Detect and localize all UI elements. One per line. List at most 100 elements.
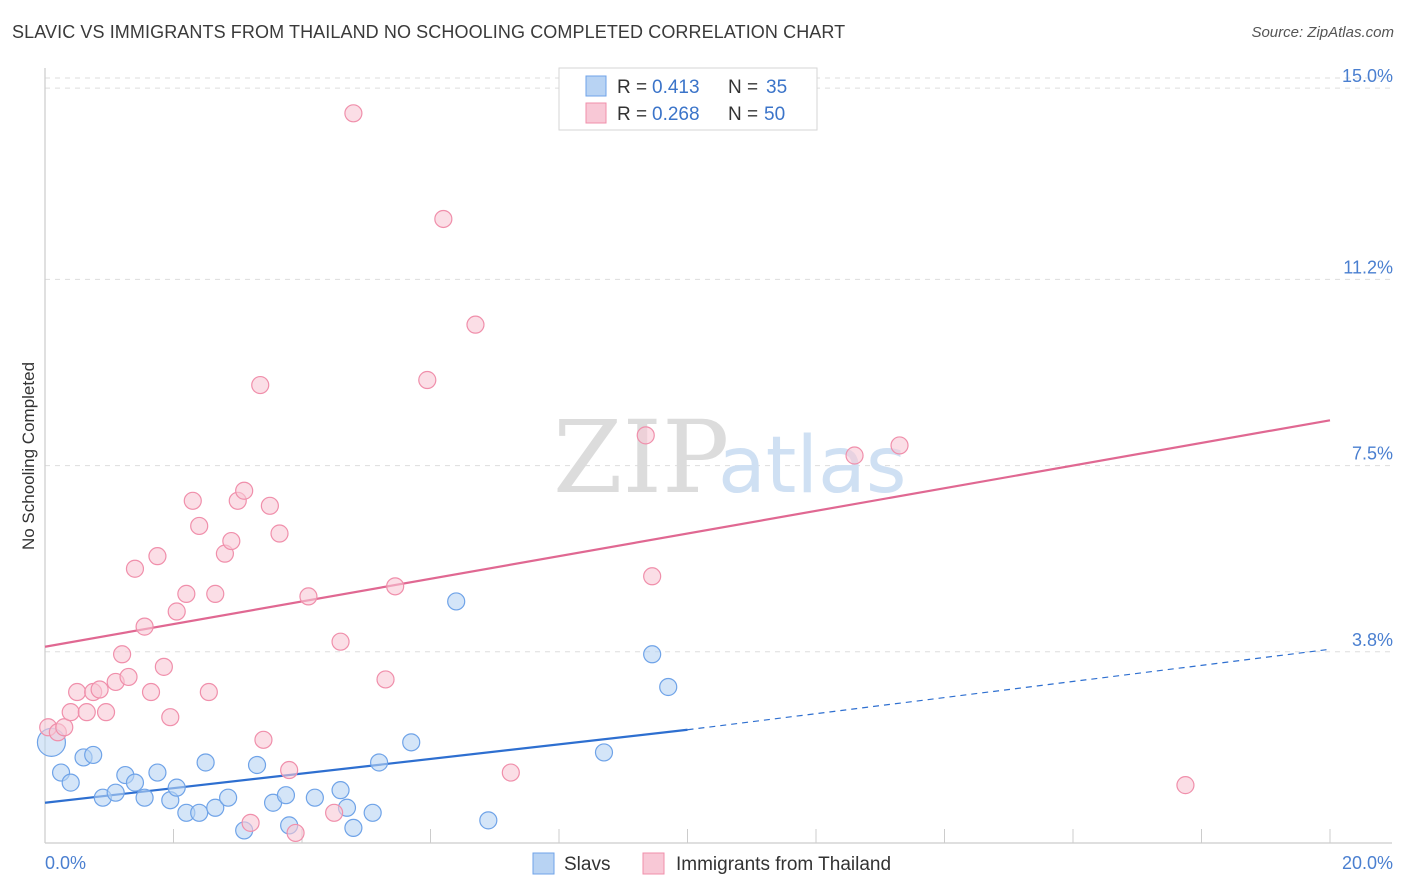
- point-thailand-37: [331, 632, 350, 651]
- point-thailand-42: [434, 209, 453, 229]
- chart-title: SLAVIC VS IMMIGRANTS FROM THAILAND NO SC…: [12, 22, 846, 42]
- point-thailand-15: [148, 547, 167, 566]
- y-axis-label: No Schooling Completed: [19, 362, 38, 550]
- point-slavs-15: [196, 753, 215, 772]
- point-thailand-45: [636, 426, 655, 445]
- point-slavs-24: [331, 781, 350, 800]
- legend-n-value-slavs: 35: [766, 77, 787, 98]
- point-slavs-16: [206, 798, 225, 817]
- point-thailand-8: [96, 703, 116, 722]
- point-slavs-17: [219, 788, 238, 807]
- point-thailand-38: [344, 104, 363, 123]
- trend-line-1: [44, 419, 1331, 648]
- point-thailand-36: [325, 803, 344, 822]
- grid-layer: [45, 77, 1392, 653]
- legend-bottom-label-slavs: Slavs: [564, 854, 610, 875]
- point-slavs-33: [643, 645, 662, 664]
- point-slavs-9: [135, 788, 154, 807]
- point-slavs-32: [594, 743, 614, 762]
- point-slavs-34: [659, 677, 678, 697]
- watermark-atlas: atlas: [718, 421, 907, 511]
- watermark-zip: ZIP: [553, 399, 729, 516]
- point-slavs-31: [479, 811, 498, 830]
- trend-line-extension-0: [687, 648, 1331, 731]
- point-thailand-7: [90, 680, 109, 699]
- point-thailand-35: [299, 587, 318, 606]
- point-thailand-23: [206, 584, 225, 603]
- point-thailand-47: [845, 446, 864, 465]
- legend-swatch-slavs: [585, 75, 607, 97]
- point-slavs-4: [84, 745, 103, 765]
- point-slavs-6: [106, 783, 125, 802]
- legend-bottom: Slavs Immigrants from Thailand: [532, 852, 891, 875]
- point-thailand-32: [270, 524, 289, 543]
- point-thailand-28: [241, 813, 260, 832]
- point-slavs-2: [61, 773, 80, 792]
- point-slavs-10: [148, 763, 167, 782]
- point-thailand-29: [251, 375, 270, 395]
- point-thailand-46: [643, 567, 662, 586]
- point-slavs-14: [190, 803, 209, 822]
- point-thailand-39: [376, 670, 395, 689]
- point-thailand-40: [386, 577, 405, 596]
- point-thailand-44: [501, 763, 520, 782]
- legend-bottom-swatch-thailand: [642, 852, 665, 875]
- point-slavs-26: [344, 818, 363, 838]
- point-slavs-21: [276, 786, 296, 805]
- point-slavs-29: [402, 733, 421, 752]
- point-thailand-19: [177, 584, 196, 603]
- legend-r-value-thailand: 0.268: [652, 104, 700, 125]
- point-thailand-12: [125, 559, 145, 578]
- legend-n-label-slavs: N =: [728, 77, 758, 98]
- legend-r-value-slavs: 0.413: [652, 77, 700, 98]
- x-tick-label-max: 20.0%: [1342, 853, 1393, 873]
- point-thailand-5: [77, 703, 96, 722]
- point-slavs-8: [125, 773, 145, 792]
- point-thailand-43: [466, 315, 485, 334]
- point-thailand-17: [161, 708, 180, 727]
- point-thailand-11: [119, 667, 138, 687]
- legend-top: R = 0.413 N = 35 R = 0.268 N = 50: [558, 67, 818, 131]
- point-thailand-21: [190, 516, 209, 536]
- y-tick-labels: 3.8% 7.5% 11.2% 15.0%: [1342, 66, 1393, 650]
- y-tick-label-0: 3.8%: [1352, 630, 1393, 650]
- legend-n-value-thailand: 50: [764, 104, 785, 125]
- point-thailand-3: [61, 703, 80, 722]
- point-thailand-48: [890, 436, 909, 455]
- legend-r-label-thailand: R =: [617, 104, 647, 125]
- point-slavs-12: [167, 778, 186, 797]
- point-thailand-18: [167, 602, 186, 621]
- point-thailand-22: [199, 682, 218, 702]
- legend-bottom-swatch-slavs: [532, 852, 555, 875]
- watermark: ZIP atlas: [553, 399, 907, 516]
- point-slavs-19: [247, 755, 267, 775]
- point-thailand-13: [135, 617, 154, 636]
- trend-line-0: [44, 728, 688, 804]
- x-tick-label-min: 0.0%: [45, 853, 86, 873]
- trend-lines: [44, 419, 1331, 804]
- point-thailand-31: [260, 496, 279, 515]
- point-slavs-30: [447, 592, 466, 611]
- point-thailand-27: [235, 481, 254, 500]
- y-tick-label-2: 11.2%: [1343, 257, 1393, 277]
- point-thailand-49: [1176, 776, 1195, 795]
- point-thailand-41: [418, 370, 437, 390]
- x-tick-labels: 0.0% 20.0%: [45, 853, 1393, 873]
- point-thailand-2: [55, 718, 74, 737]
- point-thailand-16: [154, 657, 173, 676]
- point-thailand-20: [183, 491, 202, 510]
- point-slavs-27: [363, 803, 382, 822]
- legend-bottom-label-thailand: Immigrants from Thailand: [676, 854, 891, 875]
- y-tick-label-3: 15.0%: [1342, 66, 1393, 86]
- point-thailand-25: [222, 531, 241, 551]
- legend-r-label-slavs: R =: [617, 77, 647, 98]
- legend-swatch-thailand: [585, 102, 607, 124]
- point-thailand-30: [254, 730, 273, 749]
- point-thailand-4: [68, 682, 87, 702]
- legend-n-label-thailand: N =: [728, 104, 758, 125]
- point-thailand-10: [112, 645, 132, 664]
- chart-source: Source: ZipAtlas.com: [1251, 24, 1394, 41]
- y-tick-label-1: 7.5%: [1352, 444, 1393, 464]
- point-thailand-34: [286, 823, 305, 843]
